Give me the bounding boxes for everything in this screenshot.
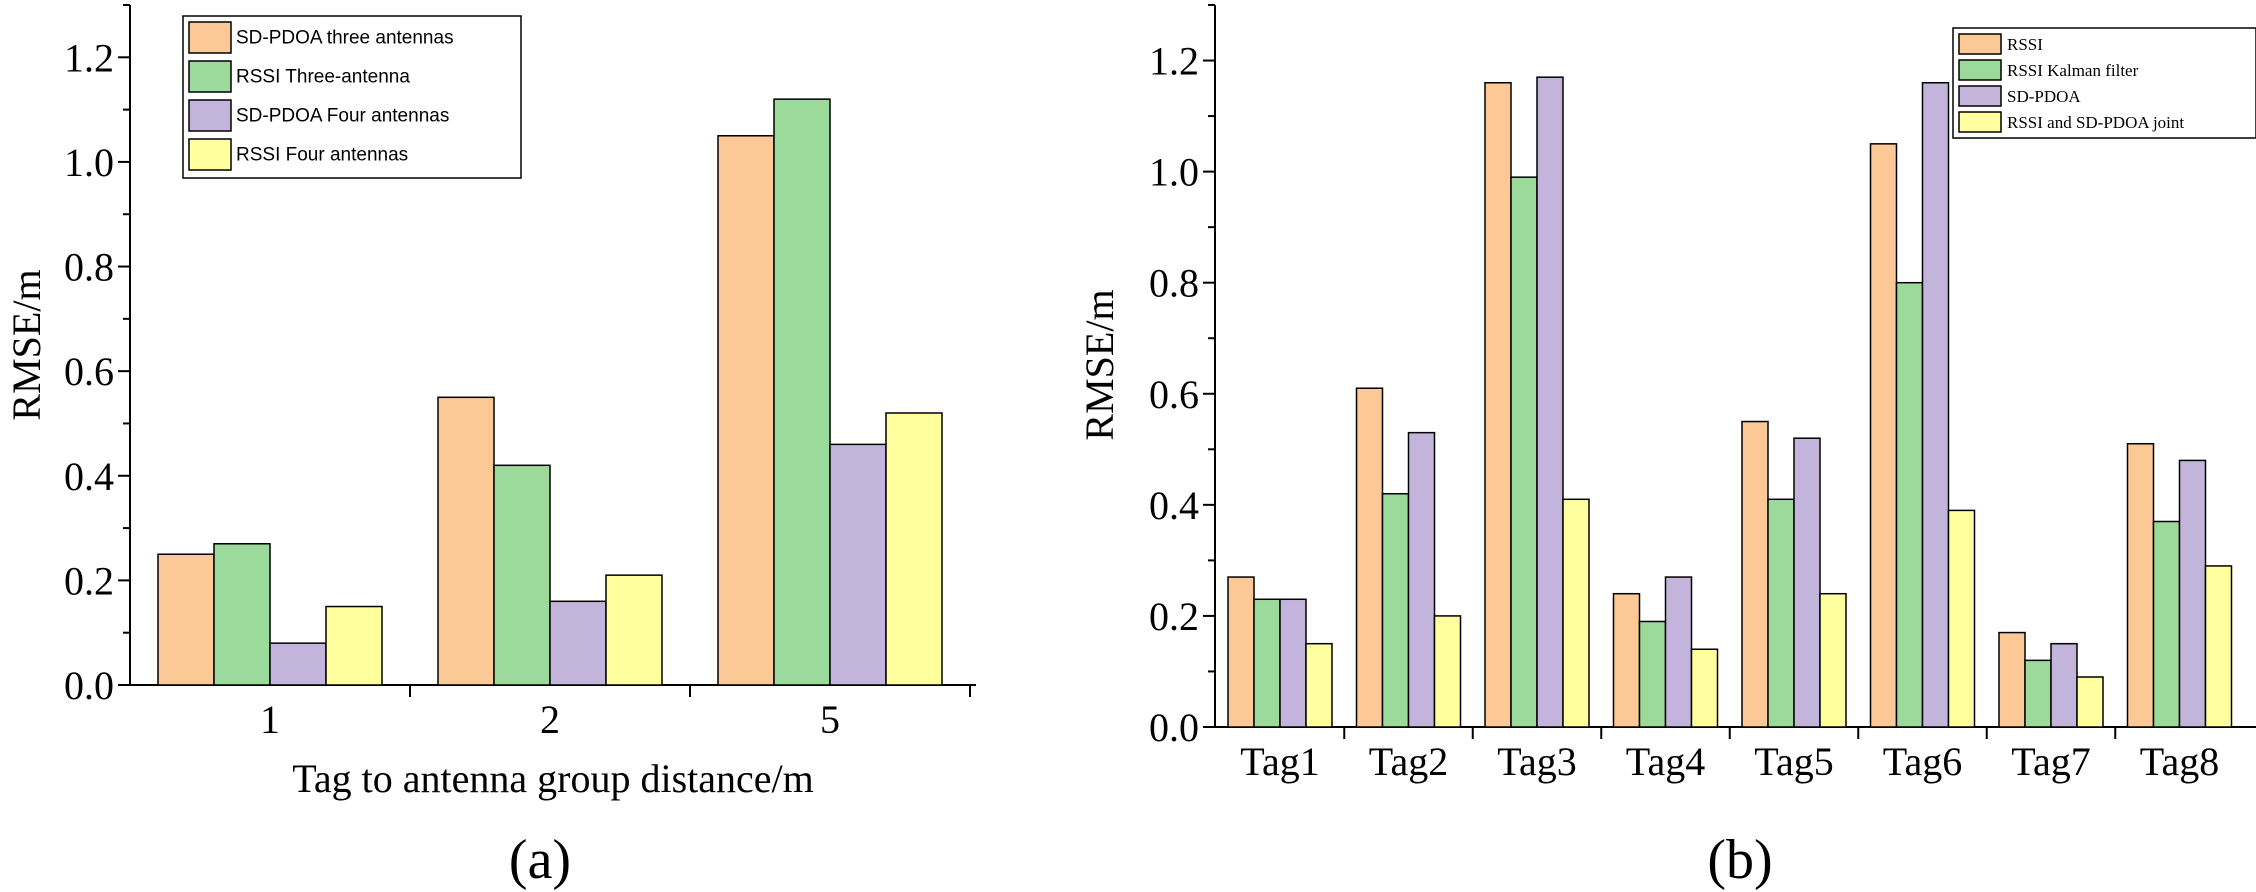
- legend-label: SD-PDOA: [2007, 87, 2081, 106]
- bar: [1664, 576, 1693, 728]
- bar: [2024, 659, 2052, 728]
- bar: [1741, 420, 1769, 728]
- bar: [1279, 598, 1307, 728]
- y-tick-label: 0.4: [1149, 483, 1199, 528]
- bar: [2076, 676, 2104, 728]
- bar: [1767, 498, 1795, 728]
- legend-swatch: [1958, 111, 2002, 133]
- legend-label: SD-PDOA three antennas: [236, 28, 454, 49]
- x-tick-label: Tag6: [1883, 739, 1962, 784]
- x-tick-label: 5: [820, 697, 840, 742]
- bar: [1381, 492, 1410, 728]
- y-tick-label: 0.2: [1149, 594, 1199, 639]
- bar: [773, 98, 831, 686]
- bar: [1227, 576, 1255, 728]
- y-tick-label: 0.6: [1149, 372, 1199, 417]
- legend-label: RSSI Four antennas: [236, 145, 408, 166]
- bar: [2204, 565, 2233, 728]
- bar: [549, 600, 607, 686]
- x-tick-label: Tag1: [1240, 739, 1319, 784]
- bar: [1536, 76, 1564, 728]
- legend-box: [1952, 27, 2256, 139]
- bar: [1305, 642, 1333, 728]
- bar: [269, 642, 327, 686]
- y-axis-title: RMSE/m: [4, 269, 49, 420]
- y-tick-label: 0.8: [1149, 261, 1199, 306]
- bar: [1869, 143, 1898, 728]
- bar: [1921, 82, 1950, 728]
- legend: SD-PDOA three antennas RSSI Three-antenna…: [182, 15, 522, 179]
- bar: [437, 396, 495, 686]
- bar: [717, 135, 775, 686]
- bar: [493, 464, 551, 686]
- bar: [213, 543, 271, 686]
- x-tick-label: Tag5: [1754, 739, 1833, 784]
- legend-box: [182, 15, 522, 179]
- bar: [1355, 387, 1384, 728]
- legend-label: RSSI Three-antenna: [236, 67, 410, 88]
- x-tick-label: Tag3: [1497, 739, 1576, 784]
- panel-label: (a): [509, 829, 571, 891]
- bar: [1407, 431, 1436, 728]
- legend-swatch: [188, 138, 232, 171]
- legend-swatch: [188, 99, 232, 132]
- legend-label: RSSI Kalman filter: [2007, 61, 2139, 80]
- bar: [325, 605, 383, 686]
- bar: [1433, 615, 1462, 728]
- bar: [1562, 498, 1590, 728]
- bar: [157, 553, 215, 686]
- legend-swatch: [1958, 33, 2002, 55]
- x-tick-label: Tag4: [1626, 739, 1705, 784]
- bar: [1638, 620, 1667, 728]
- legend-swatch: [188, 60, 232, 93]
- y-axis-title: RMSE/m: [1077, 289, 1122, 440]
- y-tick-label: 1.2: [1149, 39, 1199, 84]
- bar: [2178, 459, 2207, 728]
- bar: [829, 443, 887, 686]
- bar: [1947, 509, 1976, 728]
- x-tick-label: Tag8: [2140, 739, 2219, 784]
- y-tick-label: 0.0: [64, 663, 114, 708]
- bar: [1484, 82, 1512, 728]
- y-tick-label: 1.2: [64, 35, 114, 80]
- x-tick-label: 2: [540, 697, 560, 742]
- legend-label: SD-PDOA Four antennas: [236, 106, 449, 127]
- chart-b: 0.0 0.2 0.4 0.6 0.8 1.0 1.2 RMSE/m Tag1 Tag2 Tag3 T…: [1077, 4, 2256, 891]
- y-tick-label: 1.0: [1149, 150, 1199, 195]
- x-tick-label: Tag2: [1369, 739, 1448, 784]
- bar: [605, 574, 663, 686]
- x-axis-title: Tag to antenna group distance/m: [292, 756, 813, 801]
- y-tick-label: 0.0: [1149, 705, 1199, 750]
- legend-swatch: [1958, 59, 2002, 81]
- bar: [2152, 520, 2181, 728]
- bar: [1819, 592, 1847, 728]
- bar: [1253, 598, 1281, 728]
- y-tick-label: 0.4: [64, 454, 114, 499]
- panel-label: (b): [1707, 829, 1772, 891]
- y-tick-label: 0.8: [64, 245, 114, 290]
- y-tick-label: 0.6: [64, 349, 114, 394]
- legend-label: RSSI: [2007, 35, 2043, 54]
- legend-swatch: [1958, 85, 2002, 107]
- bar: [1612, 592, 1641, 728]
- legend: RSSI RSSI Kalman filter SD-PDOA RSSI and SD…: [1952, 27, 2256, 139]
- bar: [1510, 176, 1538, 728]
- legend-swatch: [188, 21, 232, 54]
- bar: [1690, 648, 1719, 728]
- bar: [1793, 437, 1821, 728]
- bar: [885, 412, 943, 686]
- bar: [1895, 281, 1924, 728]
- bar: [2126, 443, 2155, 728]
- bar: [1998, 631, 2026, 728]
- y-tick-label: 0.2: [64, 558, 114, 603]
- legend-label: RSSI and SD-PDOA joint: [2007, 113, 2184, 132]
- bar: [2050, 642, 2078, 728]
- x-tick-label: 1: [260, 697, 280, 742]
- y-tick-label: 1.0: [64, 140, 114, 185]
- x-tick-label: Tag7: [2011, 739, 2090, 784]
